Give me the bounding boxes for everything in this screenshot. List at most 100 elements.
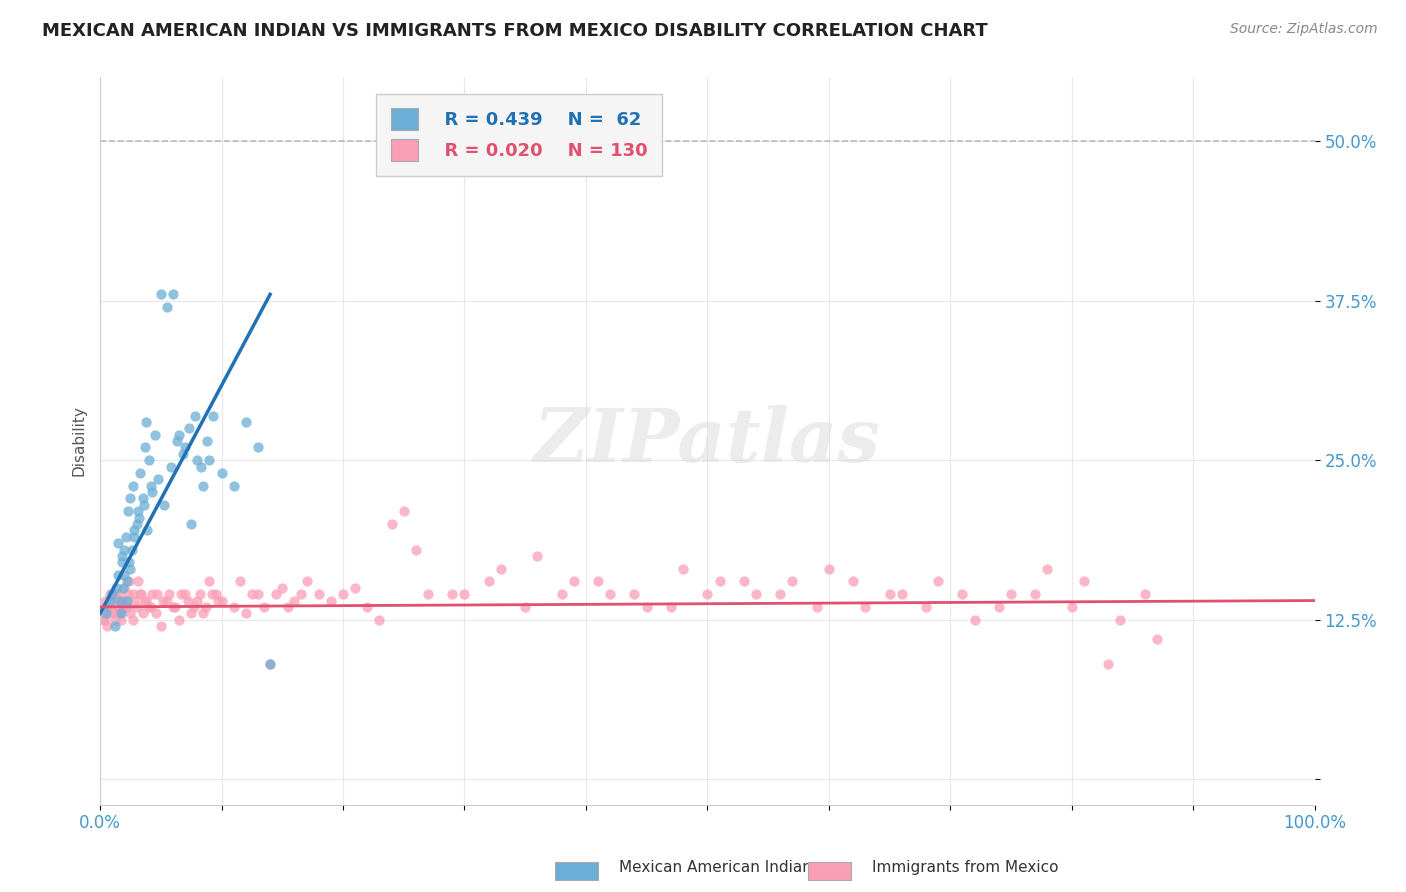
Point bbox=[167, 613, 190, 627]
Point bbox=[107, 587, 129, 601]
Point bbox=[186, 453, 208, 467]
Point bbox=[135, 593, 157, 607]
Point bbox=[120, 561, 142, 575]
Point bbox=[222, 479, 245, 493]
Point bbox=[769, 587, 792, 601]
Point bbox=[91, 607, 114, 621]
Point bbox=[204, 587, 226, 601]
Point bbox=[122, 613, 145, 627]
Point bbox=[211, 466, 233, 480]
Point bbox=[100, 593, 122, 607]
Point bbox=[308, 587, 330, 601]
Point bbox=[108, 593, 131, 607]
Point bbox=[709, 574, 731, 589]
Point bbox=[112, 568, 135, 582]
Point bbox=[332, 587, 354, 601]
Point bbox=[599, 587, 621, 601]
Point bbox=[156, 300, 179, 314]
Point bbox=[193, 607, 215, 621]
Point bbox=[207, 593, 229, 607]
Point bbox=[118, 574, 141, 589]
Point bbox=[127, 504, 149, 518]
Point bbox=[806, 599, 828, 614]
Point bbox=[586, 574, 609, 589]
Point bbox=[112, 599, 135, 614]
Point bbox=[950, 587, 973, 601]
Point bbox=[121, 542, 143, 557]
Legend:   R = 0.439    N =  62,   R = 0.020    N = 130: R = 0.439 N = 62, R = 0.020 N = 130 bbox=[377, 94, 662, 176]
Point bbox=[111, 555, 134, 569]
Point bbox=[138, 453, 160, 467]
Point bbox=[138, 599, 160, 614]
Point bbox=[162, 599, 184, 614]
Point bbox=[180, 607, 202, 621]
Point bbox=[96, 599, 118, 614]
Point bbox=[157, 587, 180, 601]
Point bbox=[879, 587, 901, 601]
Point bbox=[1097, 657, 1119, 672]
Point bbox=[107, 607, 129, 621]
Point bbox=[696, 587, 718, 601]
Point bbox=[132, 498, 155, 512]
Point bbox=[1109, 613, 1132, 627]
Point bbox=[987, 599, 1010, 614]
Point bbox=[152, 593, 174, 607]
Point bbox=[114, 599, 136, 614]
Point bbox=[853, 599, 876, 614]
Point bbox=[623, 587, 645, 601]
Text: Mexican American Indians: Mexican American Indians bbox=[619, 861, 820, 875]
Point bbox=[927, 574, 949, 589]
Point bbox=[229, 574, 252, 589]
Point bbox=[143, 427, 166, 442]
Point bbox=[153, 498, 176, 512]
Point bbox=[319, 593, 342, 607]
Point bbox=[122, 479, 145, 493]
Point bbox=[344, 581, 367, 595]
Point bbox=[198, 453, 221, 467]
Point bbox=[131, 607, 153, 621]
Point bbox=[149, 619, 172, 633]
Point bbox=[562, 574, 585, 589]
Point bbox=[135, 415, 157, 429]
Point bbox=[107, 536, 129, 550]
Point bbox=[110, 607, 132, 621]
Point bbox=[107, 568, 129, 582]
Point bbox=[146, 587, 169, 601]
Point bbox=[842, 574, 865, 589]
Text: ZIPatlas: ZIPatlas bbox=[534, 405, 880, 477]
Point bbox=[114, 530, 136, 544]
Point bbox=[118, 555, 141, 569]
Point bbox=[96, 607, 118, 621]
Point bbox=[97, 607, 120, 621]
Point bbox=[93, 613, 115, 627]
Point bbox=[193, 479, 215, 493]
Point bbox=[526, 549, 548, 563]
Point bbox=[211, 593, 233, 607]
Point bbox=[172, 447, 194, 461]
Point bbox=[136, 524, 159, 538]
Point bbox=[745, 587, 768, 601]
Point bbox=[194, 599, 217, 614]
Point bbox=[186, 593, 208, 607]
Point bbox=[139, 599, 162, 614]
Point bbox=[162, 287, 184, 301]
Point bbox=[290, 587, 312, 601]
Point bbox=[104, 619, 127, 633]
Point bbox=[890, 587, 912, 601]
Point bbox=[441, 587, 464, 601]
Point bbox=[131, 587, 153, 601]
Point bbox=[98, 587, 121, 601]
Point bbox=[247, 587, 270, 601]
Point bbox=[963, 613, 986, 627]
Point bbox=[1133, 587, 1156, 601]
Point bbox=[180, 516, 202, 531]
Point bbox=[129, 466, 152, 480]
Point bbox=[134, 441, 156, 455]
Point bbox=[1024, 587, 1046, 601]
Point bbox=[112, 581, 135, 595]
Point bbox=[111, 593, 134, 607]
Point bbox=[127, 574, 149, 589]
Point bbox=[416, 587, 439, 601]
Point bbox=[381, 516, 404, 531]
Point bbox=[98, 593, 121, 607]
